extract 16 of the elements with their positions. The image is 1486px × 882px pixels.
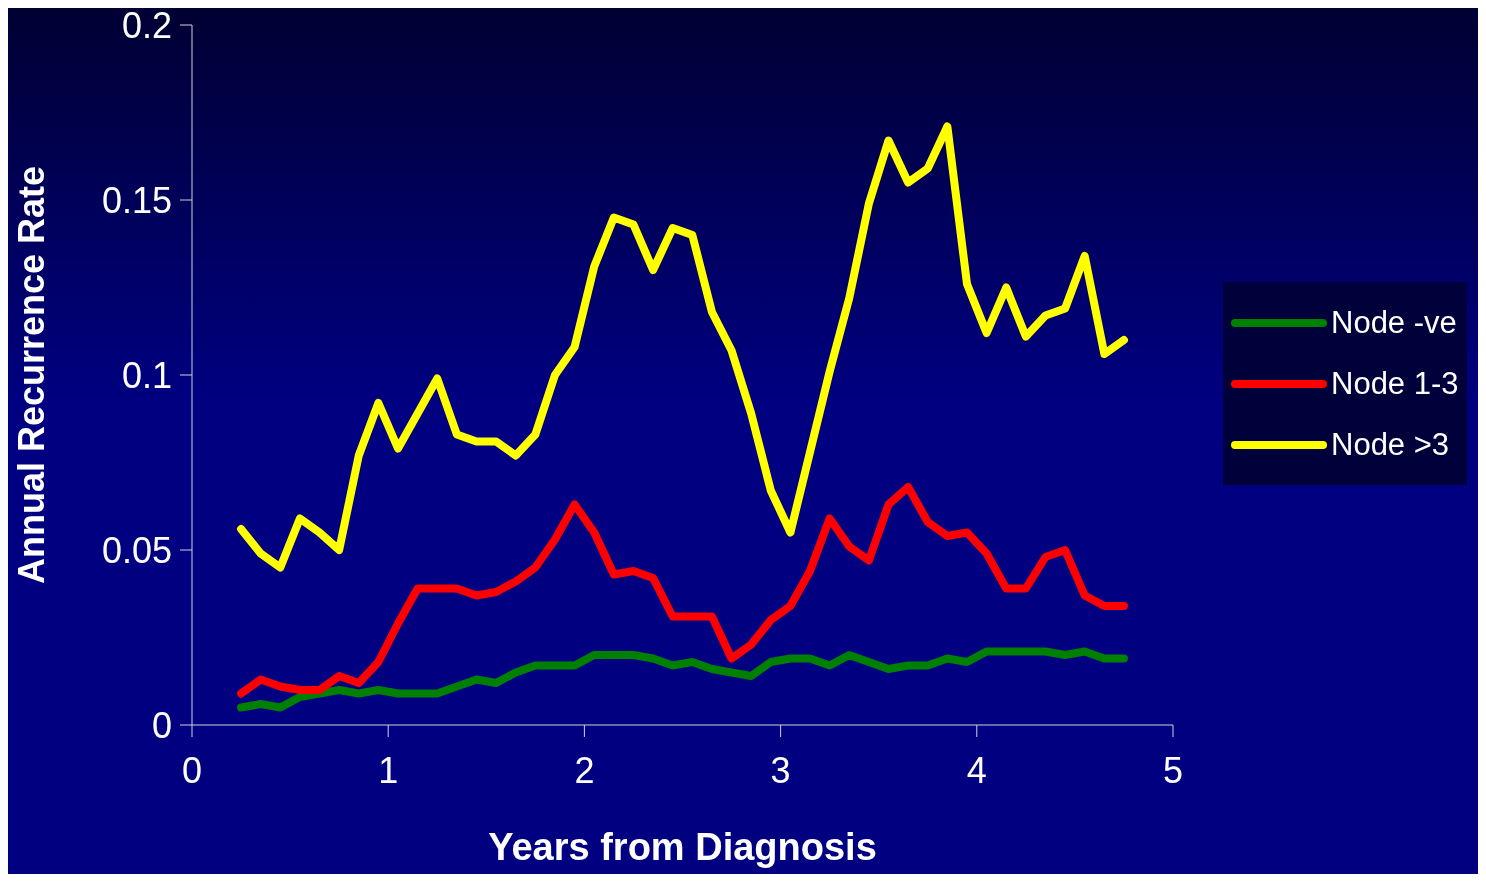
legend-label: Node >3 xyxy=(1331,426,1450,463)
x-tick-label: 4 xyxy=(966,749,987,791)
y-tick-label: 0.2 xyxy=(121,4,172,46)
x-tick-label: 2 xyxy=(574,749,595,791)
legend-label: Node -ve xyxy=(1331,304,1457,341)
x-tick-label: 0 xyxy=(181,749,203,791)
y-tick-label: 0.1 xyxy=(121,354,172,396)
x-tick-label: 1 xyxy=(378,749,399,791)
x-tick-label: 3 xyxy=(770,749,791,791)
y-tick-label: 0.15 xyxy=(101,179,172,221)
legend-label: Node 1-3 xyxy=(1331,365,1459,402)
y-axis-title: Annual Recurrence Rate xyxy=(11,165,52,585)
y-tick-label: 0 xyxy=(151,704,172,746)
y-tick-label: 0.05 xyxy=(101,529,172,571)
x-axis-title: Years from Diagnosis xyxy=(488,826,877,868)
x-tick-label: 5 xyxy=(1162,749,1184,791)
